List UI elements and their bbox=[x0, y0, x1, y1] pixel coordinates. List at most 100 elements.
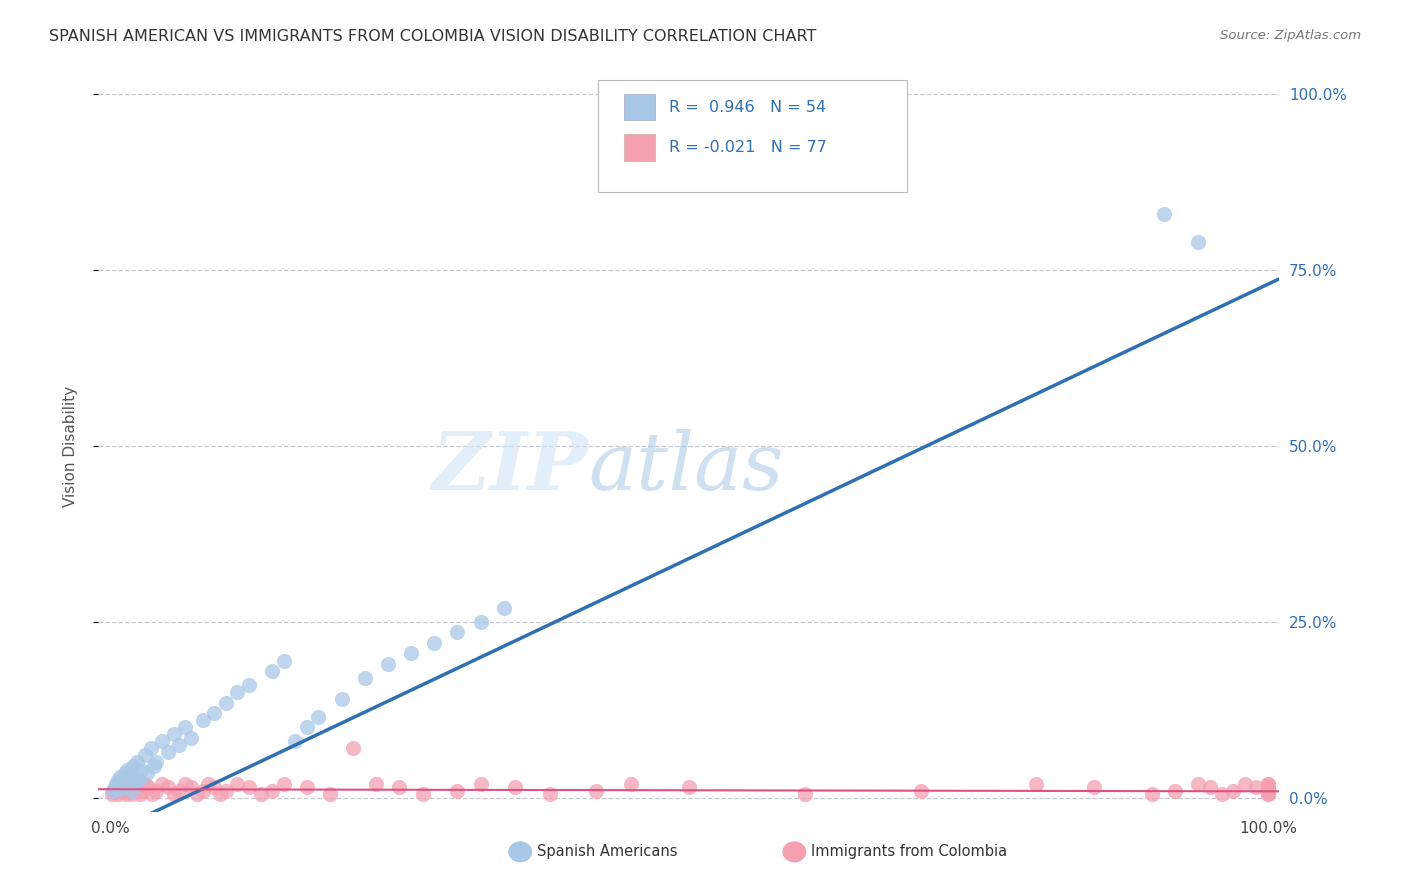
Point bbox=[136, 780, 159, 794]
Point bbox=[273, 653, 295, 667]
Point bbox=[103, 783, 125, 797]
Point bbox=[117, 778, 139, 792]
Point bbox=[202, 706, 225, 721]
Point bbox=[156, 745, 179, 759]
Point bbox=[104, 780, 127, 794]
Text: Source: ZipAtlas.com: Source: ZipAtlas.com bbox=[1220, 29, 1361, 42]
Point bbox=[1257, 776, 1279, 790]
Point bbox=[180, 780, 202, 794]
Point bbox=[538, 787, 561, 801]
Point bbox=[156, 780, 179, 794]
Point bbox=[115, 775, 138, 789]
Point bbox=[145, 756, 167, 770]
Point bbox=[112, 775, 135, 789]
Point bbox=[134, 748, 156, 763]
Point bbox=[112, 771, 135, 785]
Point bbox=[124, 776, 146, 790]
Point bbox=[226, 685, 249, 699]
Point bbox=[163, 727, 186, 741]
Point bbox=[114, 766, 136, 780]
Point bbox=[1257, 780, 1279, 794]
Point bbox=[191, 783, 214, 797]
Point bbox=[1140, 787, 1163, 801]
Point bbox=[131, 783, 153, 797]
Point bbox=[105, 782, 128, 797]
Point bbox=[134, 776, 156, 790]
Point bbox=[446, 783, 468, 797]
Point bbox=[1233, 776, 1256, 790]
Point bbox=[129, 763, 152, 777]
Point bbox=[128, 773, 150, 788]
Point bbox=[1257, 787, 1279, 801]
Text: Spanish Americans: Spanish Americans bbox=[537, 845, 678, 859]
Point bbox=[115, 787, 138, 801]
Point bbox=[1199, 780, 1222, 794]
Point bbox=[238, 678, 260, 692]
Point bbox=[114, 783, 136, 797]
Point bbox=[174, 776, 197, 790]
Point bbox=[124, 770, 146, 784]
Point bbox=[1257, 776, 1279, 790]
Point bbox=[108, 783, 131, 797]
Point bbox=[150, 734, 173, 748]
Point bbox=[226, 776, 249, 790]
Point bbox=[145, 783, 167, 797]
Point bbox=[1222, 783, 1244, 797]
Point bbox=[330, 692, 353, 706]
Point bbox=[110, 780, 132, 794]
Point bbox=[1187, 776, 1209, 790]
Point bbox=[139, 741, 162, 756]
Point bbox=[295, 720, 318, 734]
Point bbox=[105, 778, 128, 792]
Point bbox=[108, 782, 131, 797]
Point bbox=[117, 776, 139, 790]
Point bbox=[319, 787, 342, 801]
Point bbox=[110, 776, 132, 790]
Text: R = -0.021   N = 77: R = -0.021 N = 77 bbox=[669, 140, 827, 154]
Point bbox=[117, 780, 139, 794]
Point bbox=[353, 671, 375, 685]
Point bbox=[470, 615, 492, 629]
Point bbox=[1246, 780, 1268, 794]
Point bbox=[620, 776, 643, 790]
Point bbox=[186, 787, 208, 801]
Point bbox=[342, 741, 364, 756]
Point bbox=[215, 696, 238, 710]
Point bbox=[120, 768, 142, 782]
Text: ZIP: ZIP bbox=[432, 429, 589, 507]
Point bbox=[1153, 207, 1175, 221]
Point bbox=[284, 734, 307, 748]
Point bbox=[191, 714, 214, 728]
Point bbox=[104, 776, 127, 790]
Point bbox=[127, 780, 149, 794]
Point bbox=[111, 780, 134, 794]
Point bbox=[377, 657, 399, 671]
Point bbox=[262, 664, 284, 678]
Point bbox=[1083, 780, 1105, 794]
Point bbox=[103, 783, 125, 797]
Text: R =  0.946   N = 54: R = 0.946 N = 54 bbox=[669, 100, 827, 114]
Point bbox=[163, 787, 186, 801]
Point bbox=[121, 787, 143, 801]
Point bbox=[122, 780, 145, 794]
Point bbox=[107, 773, 129, 788]
Point bbox=[110, 778, 132, 792]
Point bbox=[366, 776, 388, 790]
Point bbox=[388, 780, 411, 794]
Point bbox=[117, 763, 139, 777]
Point bbox=[1257, 780, 1279, 794]
Point bbox=[120, 783, 142, 797]
Point bbox=[910, 783, 932, 797]
Point bbox=[143, 759, 166, 773]
Point bbox=[1211, 787, 1233, 801]
Point bbox=[1164, 783, 1187, 797]
Point bbox=[101, 787, 124, 801]
Point bbox=[150, 776, 173, 790]
Point bbox=[118, 773, 141, 788]
Point bbox=[121, 783, 143, 797]
Text: SPANISH AMERICAN VS IMMIGRANTS FROM COLOMBIA VISION DISABILITY CORRELATION CHART: SPANISH AMERICAN VS IMMIGRANTS FROM COLO… bbox=[49, 29, 817, 44]
Point bbox=[122, 759, 145, 773]
Point bbox=[678, 780, 700, 794]
Point bbox=[118, 770, 141, 784]
Point bbox=[1187, 235, 1209, 249]
